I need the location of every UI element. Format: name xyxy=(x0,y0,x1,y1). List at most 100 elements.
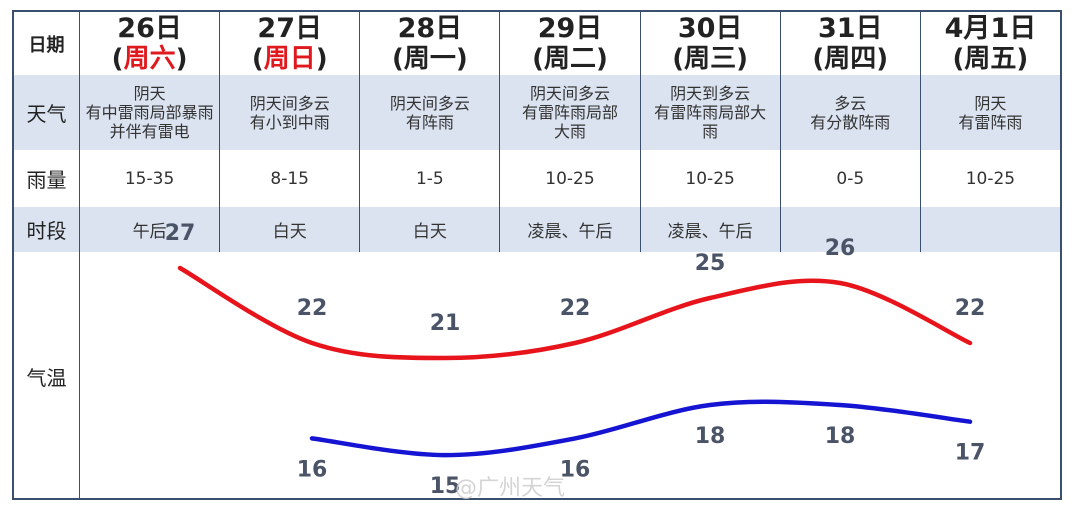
weekday-text: (周四) xyxy=(812,43,889,74)
forecast-table: 日期 26日 (周六) 27日 (周日) 28日 (周一) 29日 (周二) 30日 (周三) 31… xyxy=(12,10,1062,500)
rain-cell: 10-25 xyxy=(641,150,781,207)
date-text: 26日 xyxy=(117,12,182,44)
weather-line: 有小到中雨 xyxy=(249,112,330,132)
rain-cell: 10-25 xyxy=(500,150,641,207)
rain-value: 0-5 xyxy=(836,168,865,189)
high-temp-label: 21 xyxy=(430,311,461,336)
weather-line: 阴天到多云 xyxy=(670,84,751,103)
rain-cell: 0-5 xyxy=(781,150,921,207)
period-cell: 凌晨、午后 xyxy=(500,207,641,252)
period-cell xyxy=(781,207,921,252)
weather-cell: 阴天 有雷阵雨 xyxy=(921,75,1060,150)
high-temp-label: 27 xyxy=(165,221,196,246)
weather-cell: 阴天 有中雷雨局部暴雨 并伴有雷电 xyxy=(80,75,221,150)
temp-row: 气温 xyxy=(14,252,1060,500)
high-temp-label: 22 xyxy=(297,296,328,321)
weather-line: 有分散阵雨 xyxy=(810,112,891,132)
low-temp-label: 16 xyxy=(297,457,328,482)
period-row-label: 时段 xyxy=(14,207,80,252)
date-cell: 30日 (周三) xyxy=(641,12,781,75)
weather-line: 有雷阵雨 xyxy=(958,112,1023,132)
low-temp-label: 18 xyxy=(825,424,856,449)
weather-cell: 阴天间多云 有雷阵雨局部 大雨 xyxy=(500,75,641,150)
period-cell: 午后 xyxy=(80,207,221,252)
weekday-text: (周五) xyxy=(952,43,1029,74)
weekday-name: 周六 xyxy=(123,43,176,74)
weather-cell: 阴天到多云 有雷阵雨局部大雨 xyxy=(641,75,781,150)
rain-value: 1-5 xyxy=(415,168,444,189)
period-cell: 凌晨、午后 xyxy=(641,207,781,252)
low-temp-label: 17 xyxy=(955,441,986,466)
rain-value: 15-35 xyxy=(124,168,175,189)
weekday-text: (周三) xyxy=(672,43,749,74)
weather-line: 有雷阵雨局部 xyxy=(521,103,618,122)
period-value: 白天 xyxy=(272,222,307,242)
weather-line: 有雷阵雨局部大 xyxy=(654,103,767,122)
low-temp-line xyxy=(309,399,973,458)
temp-row-label: 气温 xyxy=(14,252,80,500)
high-temp-label: 26 xyxy=(825,236,856,261)
weekday-text: (周一) xyxy=(391,43,468,74)
weather-line: 阴天间多云 xyxy=(249,93,330,113)
weather-line: 有阵雨 xyxy=(405,112,454,132)
weekday-name: 周四 xyxy=(824,43,877,74)
date-row: 日期 26日 (周六) 27日 (周日) 28日 (周一) 29日 (周二) 30日 (周三) 31… xyxy=(14,12,1060,76)
high-temp-label: 25 xyxy=(695,251,726,276)
high-temp-line xyxy=(177,265,973,361)
weekday-name: 周一 xyxy=(403,43,456,74)
weather-line: 并伴有雷电 xyxy=(109,122,190,141)
low-temp-label: 18 xyxy=(695,424,726,449)
weather-line: 多云 xyxy=(834,93,867,113)
rain-value: 10-25 xyxy=(965,168,1016,189)
weekday-name: 周日 xyxy=(263,43,316,74)
weather-line: 雨 xyxy=(702,122,719,141)
weather-line: 阴天 xyxy=(133,84,166,103)
watermark: @广州天气 xyxy=(455,476,566,501)
weekday-text: (周日) xyxy=(251,43,328,74)
low-temp-label: 16 xyxy=(560,457,591,482)
weather-line: 有中雷雨局部暴雨 xyxy=(85,103,214,122)
date-row-label: 日期 xyxy=(14,12,80,75)
weather-cell: 阴天间多云 有小到中雨 xyxy=(220,75,361,150)
rain-value: 10-25 xyxy=(685,168,735,189)
rain-cell: 10-25 xyxy=(921,150,1060,207)
period-value: 白天 xyxy=(412,222,447,242)
date-text: 30日 xyxy=(677,12,743,44)
date-cell: 4月1日 (周五) xyxy=(921,12,1060,75)
period-value: 午后 xyxy=(132,222,167,242)
rain-cell: 1-5 xyxy=(360,150,501,207)
weekday-name: 周三 xyxy=(684,43,737,74)
weather-line: 大雨 xyxy=(553,122,586,141)
date-cell: 26日 (周六) xyxy=(80,12,221,75)
weather-line: 阴天 xyxy=(974,93,1007,113)
date-cell: 29日 (周二) xyxy=(500,12,641,75)
weather-cell: 阴天间多云 有阵雨 xyxy=(360,75,501,150)
weather-row: 天气 阴天 有中雷雨局部暴雨 并伴有雷电 阴天间多云 有小到中雨 阴天间多云 有阵雨 阴天间多… xyxy=(14,75,1060,150)
weekday-name: 周五 xyxy=(964,43,1017,74)
weekday-text: (周六) xyxy=(111,43,188,74)
date-text: 27日 xyxy=(257,12,322,44)
high-temp-label: 22 xyxy=(955,296,986,321)
date-cell: 28日 (周一) xyxy=(360,12,501,75)
rain-value: 10-25 xyxy=(545,168,595,189)
date-text: 31日 xyxy=(817,12,883,44)
weekday-name: 周二 xyxy=(543,43,596,74)
period-value: 凌晨、午后 xyxy=(527,222,613,242)
rain-cell: 15-35 xyxy=(80,150,221,207)
rain-row: 雨量 15-35 8-15 1-5 10-25 10-25 0-5 10-25 xyxy=(14,150,1060,207)
high-temp-label: 22 xyxy=(560,296,591,321)
period-value: 凌晨、午后 xyxy=(667,222,753,242)
rain-cell: 8-15 xyxy=(220,150,361,207)
weather-row-label: 天气 xyxy=(14,75,80,150)
weather-line: 阴天间多云 xyxy=(529,84,610,103)
rain-value: 8-15 xyxy=(270,168,309,189)
date-cell: 27日 (周日) xyxy=(220,12,361,75)
rain-row-label: 雨量 xyxy=(14,150,80,207)
date-text: 4月1日 xyxy=(944,12,1037,44)
date-text: 29日 xyxy=(537,12,603,44)
weather-line: 阴天间多云 xyxy=(389,93,470,113)
weather-cell: 多云 有分散阵雨 xyxy=(781,75,921,150)
date-text: 28日 xyxy=(397,12,463,44)
date-cell: 31日 (周四) xyxy=(781,12,921,75)
